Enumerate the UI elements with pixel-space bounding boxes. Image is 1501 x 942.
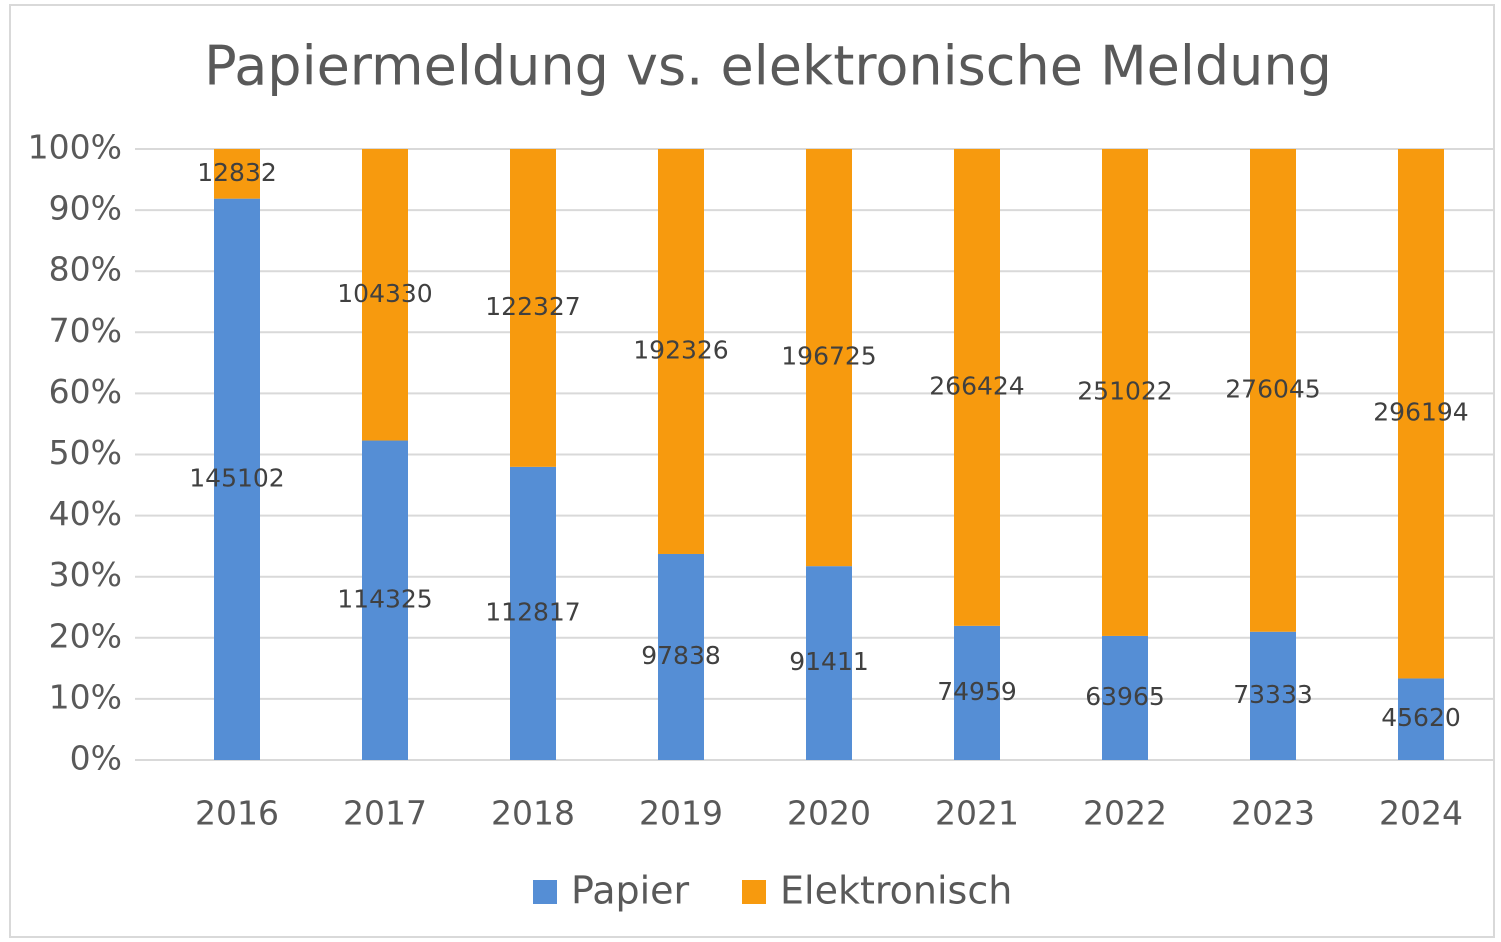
data-label: 196725 xyxy=(781,342,876,371)
y-tick-label: 60% xyxy=(49,372,122,411)
y-tick-label: 50% xyxy=(49,433,122,472)
bar-segment xyxy=(954,625,1000,760)
data-label: 266424 xyxy=(929,371,1024,400)
data-label: 63965 xyxy=(1085,682,1165,711)
data-label: 114325 xyxy=(337,584,432,613)
x-tick-label: 2024 xyxy=(1379,794,1463,833)
y-tick-label: 0% xyxy=(70,739,122,778)
data-label: 122327 xyxy=(485,292,580,321)
y-tick-label: 100% xyxy=(28,128,122,167)
x-tick-label: 2023 xyxy=(1231,794,1315,833)
bar-segment xyxy=(658,149,704,554)
legend-label: Papier xyxy=(571,869,690,913)
bar-segment xyxy=(214,198,260,761)
bar-segment xyxy=(362,149,408,441)
x-tick-label: 2020 xyxy=(787,794,871,833)
x-tick-label: 2016 xyxy=(195,794,279,833)
chart-title: Papiermeldung vs. elektronische Meldung xyxy=(204,35,1332,98)
bar-segment xyxy=(1398,149,1444,679)
legend-swatch xyxy=(742,880,766,904)
data-label: 97838 xyxy=(641,641,721,670)
x-tick-label: 2021 xyxy=(935,794,1019,833)
legend-label: Elektronisch xyxy=(780,869,1012,913)
bar-segment xyxy=(510,466,556,760)
data-label: 192326 xyxy=(633,335,728,364)
bar-segment xyxy=(1250,631,1296,760)
bar-segment xyxy=(214,149,260,199)
data-label: 104330 xyxy=(337,279,432,308)
data-label: 12832 xyxy=(197,158,277,187)
bar-segment xyxy=(1250,149,1296,632)
data-label: 145102 xyxy=(189,463,284,492)
bar-segment xyxy=(510,149,556,467)
y-tick-label: 10% xyxy=(49,677,122,716)
data-label: 251022 xyxy=(1077,376,1172,405)
data-label: 45620 xyxy=(1381,703,1461,732)
data-label: 112817 xyxy=(485,597,580,626)
data-label: 74959 xyxy=(937,677,1017,706)
y-tick-label: 30% xyxy=(49,555,122,594)
bar-segment xyxy=(1102,149,1148,636)
y-tick-label: 20% xyxy=(49,616,122,655)
bar-segment xyxy=(806,566,852,760)
bar-segment xyxy=(954,149,1000,626)
y-tick-label: 70% xyxy=(49,311,122,350)
y-tick-label: 80% xyxy=(49,250,122,289)
x-tick-label: 2017 xyxy=(343,794,427,833)
bar-segment xyxy=(658,553,704,760)
bar-segment xyxy=(806,149,852,567)
data-label: 296194 xyxy=(1373,398,1468,427)
y-tick-label: 40% xyxy=(49,494,122,533)
data-label: 276045 xyxy=(1225,374,1320,403)
bar-segment xyxy=(1102,635,1148,760)
y-tick-label: 90% xyxy=(49,189,122,228)
x-tick-label: 2018 xyxy=(491,794,575,833)
bar-segment xyxy=(362,440,408,760)
bar-segment xyxy=(1398,678,1444,760)
legend-swatch xyxy=(533,880,557,904)
x-tick-label: 2019 xyxy=(639,794,723,833)
data-label: 73333 xyxy=(1233,680,1313,709)
data-label: 91411 xyxy=(789,647,869,676)
x-tick-label: 2022 xyxy=(1083,794,1167,833)
